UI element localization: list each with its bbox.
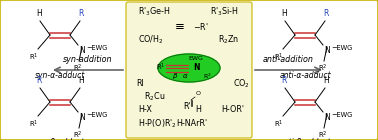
Text: N: N	[324, 46, 330, 55]
Text: H: H	[78, 76, 84, 85]
Text: R$^1$: R$^1$	[274, 119, 284, 130]
Text: RI: RI	[136, 80, 144, 88]
Text: R$^2$: R$^2$	[73, 130, 83, 140]
Text: CO/H$_2$: CO/H$_2$	[138, 34, 164, 46]
Text: syn-β-adduct: syn-β-adduct	[35, 138, 85, 140]
Text: R': R'	[183, 102, 191, 111]
Text: CO$_2$: CO$_2$	[233, 78, 250, 90]
Text: N: N	[79, 46, 85, 55]
Text: R$^1$: R$^1$	[29, 119, 39, 130]
Text: −EWG: −EWG	[86, 112, 107, 118]
Text: R'$_3$Si-H: R'$_3$Si-H	[210, 6, 239, 18]
Text: N: N	[79, 113, 85, 122]
FancyBboxPatch shape	[126, 2, 252, 138]
Text: R$^1$: R$^1$	[156, 61, 166, 73]
Text: H: H	[36, 9, 42, 18]
Text: H: H	[323, 76, 329, 85]
Text: R$^2$: R$^2$	[318, 63, 328, 74]
Text: $\equiv$: $\equiv$	[172, 19, 184, 32]
Text: R: R	[36, 76, 42, 85]
Text: H-NArR': H-NArR'	[177, 120, 208, 129]
Text: R'$_3$Ge-H: R'$_3$Ge-H	[138, 6, 171, 18]
Text: N: N	[324, 113, 330, 122]
Text: R$^1$: R$^1$	[29, 52, 39, 63]
Text: EWG: EWG	[189, 57, 203, 61]
Text: R$^1$: R$^1$	[274, 52, 284, 63]
Text: R$_2$Cu: R$_2$Cu	[144, 91, 165, 103]
Text: H: H	[195, 104, 201, 114]
Text: anti-α-adduct: anti-α-adduct	[279, 71, 331, 80]
Text: R$_2$Zn: R$_2$Zn	[218, 34, 239, 46]
Text: R: R	[281, 76, 287, 85]
Text: syn-addition: syn-addition	[63, 55, 113, 64]
Text: R: R	[323, 9, 329, 18]
Text: R: R	[78, 9, 84, 18]
Text: O: O	[196, 91, 201, 96]
Text: −EWG: −EWG	[331, 45, 352, 51]
Text: $\alpha$: $\alpha$	[182, 72, 188, 80]
Text: H-P(O)R'$_2$: H-P(O)R'$_2$	[138, 118, 177, 130]
Text: $\beta$: $\beta$	[172, 71, 178, 81]
Text: H-OR': H-OR'	[221, 106, 244, 115]
Text: N: N	[194, 62, 200, 72]
Text: anti-addition: anti-addition	[262, 55, 313, 64]
Text: $-$R': $-$R'	[193, 20, 209, 32]
Text: H: H	[281, 9, 287, 18]
Text: −EWG: −EWG	[331, 112, 352, 118]
Text: H-X: H-X	[138, 106, 152, 115]
Text: R$^2$: R$^2$	[203, 71, 211, 81]
Text: R$^2$: R$^2$	[318, 130, 328, 140]
Text: −EWG: −EWG	[86, 45, 107, 51]
Text: syn-α-adduct: syn-α-adduct	[35, 71, 85, 80]
Text: anti-β-adduct: anti-β-adduct	[279, 138, 331, 140]
Text: R$^2$: R$^2$	[73, 63, 83, 74]
Ellipse shape	[158, 54, 220, 82]
